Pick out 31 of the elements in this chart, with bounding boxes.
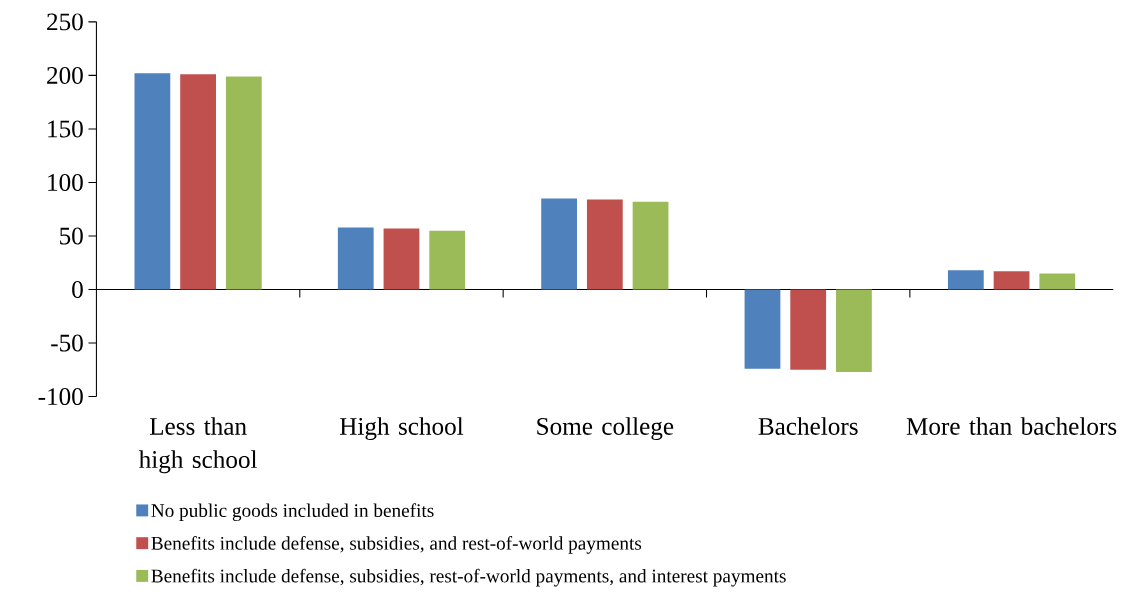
- x-tick-label: Less than high school: [138, 417, 258, 474]
- bar: [429, 230, 466, 290]
- bar: [993, 271, 1030, 290]
- bar: [790, 289, 827, 370]
- bar: [744, 289, 781, 369]
- bar: [180, 74, 216, 290]
- x-tick-label: Some college: [537, 417, 674, 440]
- bar: [541, 198, 577, 290]
- y-tick-label: 50: [60, 227, 83, 245]
- y-tick-label: 0: [72, 280, 83, 298]
- x-tick-label: High school: [339, 417, 464, 440]
- x-tick-label: More than bachelors: [906, 417, 1117, 435]
- bar: [383, 228, 420, 290]
- bar: [337, 227, 374, 290]
- y-tick-label: 150: [48, 120, 83, 138]
- bar: [1039, 273, 1076, 290]
- bar: [134, 73, 171, 290]
- legend-label: No public goods included in benefits: [151, 503, 434, 521]
- legend-label: Benefits include defense, subsidies, and rest-of-world payments: [151, 535, 642, 554]
- bar: [586, 199, 623, 290]
- bar: [225, 76, 262, 290]
- x-tick-label: Bachelors: [758, 417, 858, 435]
- bar: [632, 201, 669, 290]
- y-tick-label: 100: [48, 173, 83, 191]
- y-tick-label: 200: [47, 66, 83, 84]
- y-tick-label: -100: [38, 387, 83, 405]
- bar: [836, 289, 872, 372]
- y-tick-label: -50: [51, 334, 83, 352]
- y-tick-label: 250: [47, 13, 83, 31]
- legend-label: Benefits include defense, subsidies, rest-of-world payments, and interest payments: [151, 568, 786, 587]
- bar: [947, 270, 984, 290]
